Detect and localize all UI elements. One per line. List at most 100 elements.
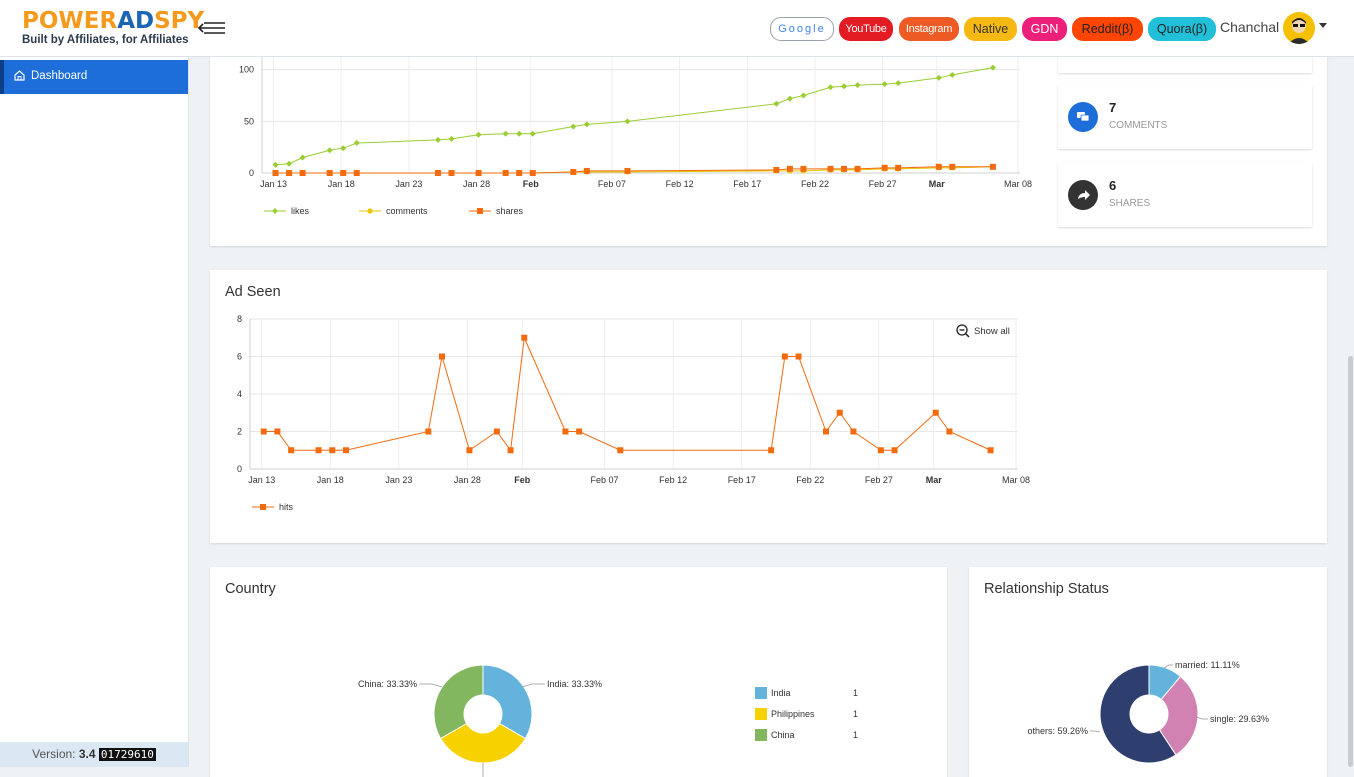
legend-label: Philippines	[771, 709, 815, 719]
data-point-likes	[583, 121, 590, 128]
data-point-shares	[502, 170, 509, 176]
build-number: 01729610	[98, 748, 156, 761]
x-tick-label: Feb 17	[733, 179, 761, 189]
pie-label-line	[1195, 716, 1208, 720]
x-tick-label: Feb 27	[869, 179, 897, 189]
sidebar-item-label: Dashboard	[31, 70, 88, 82]
data-point-hits	[836, 409, 843, 416]
stat-label: SHARES	[1109, 198, 1151, 209]
x-tick-label: Jan 23	[385, 475, 412, 485]
menu-toggle-icon[interactable]	[198, 19, 226, 37]
data-point-likes	[881, 81, 888, 88]
pie-label-line	[1163, 664, 1173, 669]
user-name[interactable]: Chanchal	[1220, 19, 1280, 35]
data-point-hits	[274, 428, 281, 435]
y-tick-label: 2	[237, 427, 242, 437]
data-point-likes	[516, 130, 523, 137]
x-tick-label: Mar 08	[1002, 475, 1030, 485]
user-menu-caret-icon[interactable]	[1319, 23, 1327, 28]
data-point-hits	[617, 447, 624, 454]
x-tick-label: Feb 22	[796, 475, 824, 485]
data-point-shares	[786, 165, 793, 172]
data-point-shares	[570, 168, 577, 175]
relationship-title: Relationship Status	[984, 581, 1109, 597]
data-point-shares	[895, 164, 902, 171]
poweradspy-logo[interactable]: POWERADSPY Built by Affiliates, for Affi…	[22, 9, 204, 46]
y-tick-label: 100	[239, 65, 254, 75]
sidebar: Dashboard Version: 3.4 01729610	[0, 56, 189, 767]
y-tick-label: 4	[237, 389, 242, 399]
network-button-reddit[interactable]: Reddit(β)	[1072, 17, 1143, 41]
sidebar-item-dashboard[interactable]: Dashboard	[0, 60, 188, 94]
country-card: Country India: 33.33% China: 33.33% India 1…	[210, 567, 947, 777]
pie-label: others: 59.26%	[1027, 726, 1088, 736]
data-point-likes	[326, 147, 333, 154]
network-button-gdn[interactable]: GDN	[1022, 17, 1067, 41]
data-point-hits	[877, 447, 884, 454]
legend-swatch	[755, 729, 767, 741]
pie-label: single: 29.63%	[1210, 714, 1269, 724]
data-point-hits	[795, 353, 802, 360]
data-point-likes	[529, 130, 536, 137]
engagement-chart: 0 50 100 Jan 13 Jan 18 Jan 23 Jan 28 Feb Feb 07 F…	[239, 49, 1032, 216]
data-point-hits	[768, 447, 775, 454]
network-button-youtube[interactable]: YouTube	[839, 17, 893, 41]
country-chart: India: 33.33% China: 33.33% India 1 Philippi…	[358, 664, 858, 777]
data-point-shares	[448, 170, 455, 176]
pie-slice-china	[433, 664, 484, 740]
pie-label-line	[521, 683, 545, 688]
data-point-hits	[946, 428, 953, 435]
legend-count: 1	[853, 709, 858, 719]
show-all-label: Show all	[974, 326, 1010, 337]
data-point-hits	[781, 353, 788, 360]
x-tick-label: Jan 18	[317, 475, 344, 485]
data-point-hits	[850, 428, 857, 435]
data-point-hits	[343, 447, 349, 454]
x-tick-label: Mar	[929, 179, 946, 189]
ad-seen-chart: 0 2 4 6 8 Jan 13 Jan 18 Jan 23 Jan 28 Feb Feb 07 Fe…	[237, 314, 1030, 512]
data-point-likes	[502, 130, 509, 137]
data-point-shares	[286, 170, 293, 176]
data-point-likes	[989, 64, 996, 71]
data-point-shares	[989, 163, 996, 170]
stat-value: 6	[1109, 178, 1117, 193]
x-tick-label: Mar	[926, 475, 943, 485]
page-scrollbar[interactable]	[1348, 356, 1353, 767]
data-point-shares	[949, 163, 956, 170]
data-point-shares	[434, 170, 441, 176]
network-button-google[interactable]: Google	[770, 17, 834, 41]
network-button-instagram[interactable]: Instagram	[899, 17, 959, 41]
data-point-shares	[800, 165, 807, 172]
x-tick-label: Feb	[523, 179, 540, 189]
x-tick-label: Feb 12	[666, 179, 694, 189]
stat-icon-circle	[1068, 102, 1098, 132]
legend-marker	[477, 208, 483, 214]
zoom-out-icon	[956, 324, 970, 338]
active-indicator	[0, 60, 4, 94]
network-button-quora[interactable]: Quora(β)	[1148, 17, 1216, 41]
network-button-native[interactable]: Native	[964, 17, 1017, 41]
top-bar: POWERADSPY Built by Affiliates, for Affi…	[0, 0, 1354, 57]
data-point-shares	[827, 165, 834, 172]
data-point-likes	[475, 131, 482, 138]
data-point-likes	[895, 80, 902, 87]
country-title: Country	[225, 581, 276, 597]
pie-label: India: 33.33%	[547, 679, 602, 689]
data-point-likes	[624, 118, 631, 125]
legend-label: China	[771, 730, 795, 740]
data-point-shares	[272, 170, 279, 176]
data-point-shares	[773, 166, 780, 173]
legend-count: 1	[853, 730, 858, 740]
data-point-shares	[841, 165, 848, 172]
x-tick-label: Jan 13	[248, 475, 275, 485]
data-point-hits	[521, 334, 528, 341]
data-point-hits	[562, 428, 569, 435]
legend-label: India	[771, 688, 791, 698]
user-avatar[interactable]	[1283, 12, 1315, 44]
stat-icon-circle	[1068, 180, 1098, 210]
data-point-shares	[475, 170, 482, 176]
data-point-shares	[340, 170, 347, 176]
data-point-likes	[434, 136, 441, 143]
stat-card-comments: 7 COMMENTS	[1058, 85, 1312, 149]
legend-label: likes	[291, 206, 310, 216]
